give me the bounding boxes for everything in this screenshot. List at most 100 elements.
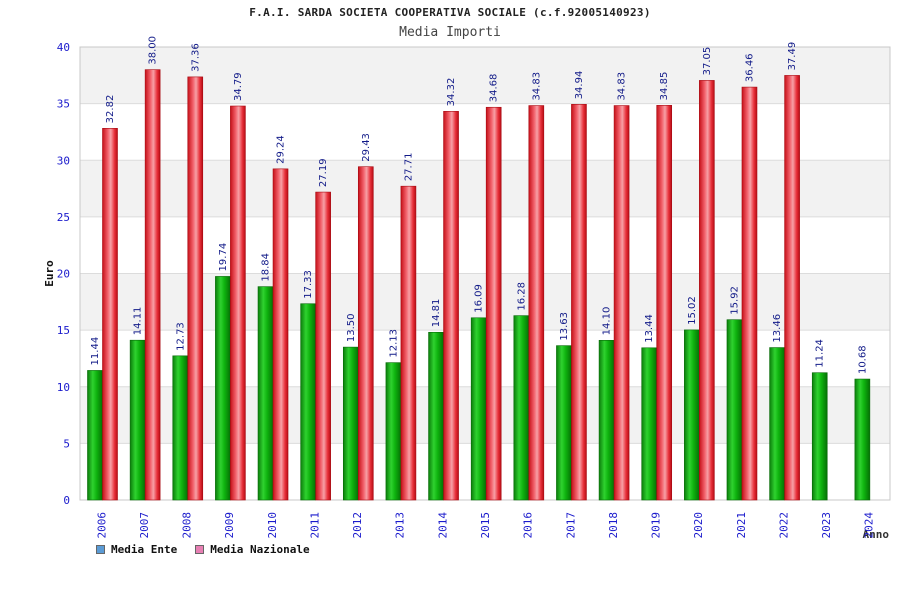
x-tick-label: 2015	[479, 512, 492, 539]
bar-media-nazionale	[230, 105, 246, 501]
bar-media-nazionale	[613, 105, 630, 501]
bar-media-ente	[641, 347, 658, 501]
data-label-media-nazionale: 34.94	[574, 71, 585, 100]
data-label-media-ente: 13.44	[644, 314, 655, 343]
data-label-media-nazionale: 34.85	[659, 72, 670, 101]
data-label-media-ente: 10.68	[857, 345, 868, 374]
bar-media-nazionale	[485, 106, 502, 501]
bar-media-nazionale	[784, 75, 800, 501]
x-tick-label: 2011	[308, 512, 321, 539]
data-label-media-nazionale: 32.82	[105, 95, 116, 124]
data-label-media-nazionale: 27.19	[318, 158, 329, 187]
bar-media-ente	[811, 372, 828, 501]
y-tick-label: 5	[63, 437, 70, 450]
legend-label-media-nazionale: Media Nazionale	[210, 543, 310, 556]
data-label-media-nazionale: 29.43	[361, 133, 372, 162]
bar-media-ente	[470, 317, 487, 501]
x-tick-label: 2016	[522, 512, 535, 539]
bar-media-ente	[513, 315, 530, 501]
bar-media-nazionale	[272, 168, 289, 501]
data-label-media-nazionale: 37.49	[787, 42, 798, 71]
bar-media-nazionale	[741, 86, 758, 501]
x-tick-label: 2023	[820, 512, 833, 539]
x-tick-label: 2022	[777, 512, 790, 539]
x-tick-label: 2017	[564, 512, 577, 539]
data-label-media-ente: 15.02	[687, 296, 698, 325]
bar-media-ente	[129, 339, 146, 501]
legend-item-media-nazionale: Media Nazionale	[195, 543, 310, 556]
data-label-media-nazionale: 27.71	[403, 153, 414, 182]
y-tick-label: 25	[57, 211, 70, 224]
data-label-media-nazionale: 37.05	[702, 47, 713, 76]
data-label-media-nazionale: 38.00	[148, 36, 159, 65]
x-tick-label: 2013	[394, 512, 407, 539]
data-label-media-nazionale: 34.83	[531, 72, 542, 101]
bar-media-nazionale	[571, 104, 587, 501]
x-tick-label: 2012	[351, 512, 364, 539]
data-label-media-ente: 12.13	[388, 329, 399, 358]
data-label-media-ente: 14.10	[602, 307, 613, 336]
x-tick-label: 2008	[181, 512, 194, 539]
bar-media-ente	[428, 331, 444, 501]
y-tick-label: 40	[57, 41, 70, 54]
x-tick-label: 2019	[650, 512, 663, 539]
data-label-media-ente: 19.74	[218, 243, 229, 272]
x-tick-label: 2021	[735, 512, 748, 539]
x-tick-label: 2014	[436, 512, 449, 539]
data-label-media-ente: 18.84	[261, 253, 272, 282]
data-label-media-nazionale: 37.36	[190, 43, 201, 72]
data-label-media-ente: 14.11	[133, 307, 144, 336]
y-tick-label: 20	[57, 268, 70, 281]
bar-media-ente	[215, 276, 231, 501]
y-tick-label: 10	[57, 381, 70, 394]
chart-subtitle: Media Importi	[399, 25, 501, 40]
x-tick-label: 2010	[266, 512, 279, 539]
data-label-media-ente: 16.28	[516, 282, 527, 311]
bar-media-nazionale	[699, 80, 715, 501]
bar-media-ente	[769, 347, 785, 501]
data-label-media-nazionale: 29.24	[276, 135, 287, 164]
legend-swatch-media-ente	[96, 545, 105, 554]
bar-media-nazionale	[528, 105, 545, 501]
data-label-media-ente: 13.50	[346, 313, 357, 342]
bar-media-ente	[342, 346, 359, 501]
bar-media-nazionale	[443, 111, 459, 501]
legend-item-media-ente: Media Ente	[96, 543, 177, 556]
bar-media-nazionale	[400, 185, 417, 501]
bar-media-ente	[726, 319, 743, 501]
data-label-media-ente: 11.24	[815, 339, 826, 368]
bar-media-ente	[257, 286, 274, 501]
bar-media-nazionale	[357, 166, 374, 501]
chart-legend: Media Ente Media Nazionale	[96, 543, 310, 556]
bar-media-ente	[854, 378, 871, 501]
y-tick-label: 35	[57, 98, 70, 111]
bar-media-ente	[385, 362, 402, 501]
y-tick-label: 30	[57, 154, 70, 167]
bar-media-ente	[556, 345, 572, 501]
legend-swatch-media-nazionale	[195, 545, 205, 554]
data-label-media-ente: 17.33	[303, 270, 314, 299]
data-label-media-ente: 13.46	[772, 314, 783, 343]
x-tick-label: 2020	[692, 512, 705, 539]
bar-media-ente	[300, 303, 316, 501]
bar-media-nazionale	[144, 69, 161, 501]
data-label-media-nazionale: 34.79	[233, 72, 244, 101]
data-label-media-ente: 11.44	[90, 337, 101, 366]
x-axis-label: Anno	[863, 528, 890, 541]
bar-media-nazionale	[656, 105, 673, 501]
x-tick-label: 2018	[607, 512, 620, 539]
y-axis-label: Euro	[43, 260, 56, 287]
data-label-media-nazionale: 34.32	[446, 78, 457, 107]
bar-media-nazionale	[102, 128, 118, 501]
legend-label-media-ente: Media Ente	[111, 543, 178, 556]
chart-title: F.A.I. SARDA SOCIETA COOPERATIVA SOCIALE…	[249, 6, 651, 19]
y-tick-label: 15	[57, 324, 70, 337]
data-label-media-ente: 16.09	[474, 284, 485, 313]
data-label-media-nazionale: 34.68	[489, 74, 500, 103]
data-label-media-ente: 12.73	[175, 322, 186, 351]
bar-media-ente	[87, 370, 103, 501]
x-tick-label: 2024	[863, 512, 876, 539]
data-label-media-nazionale: 34.83	[617, 72, 628, 101]
